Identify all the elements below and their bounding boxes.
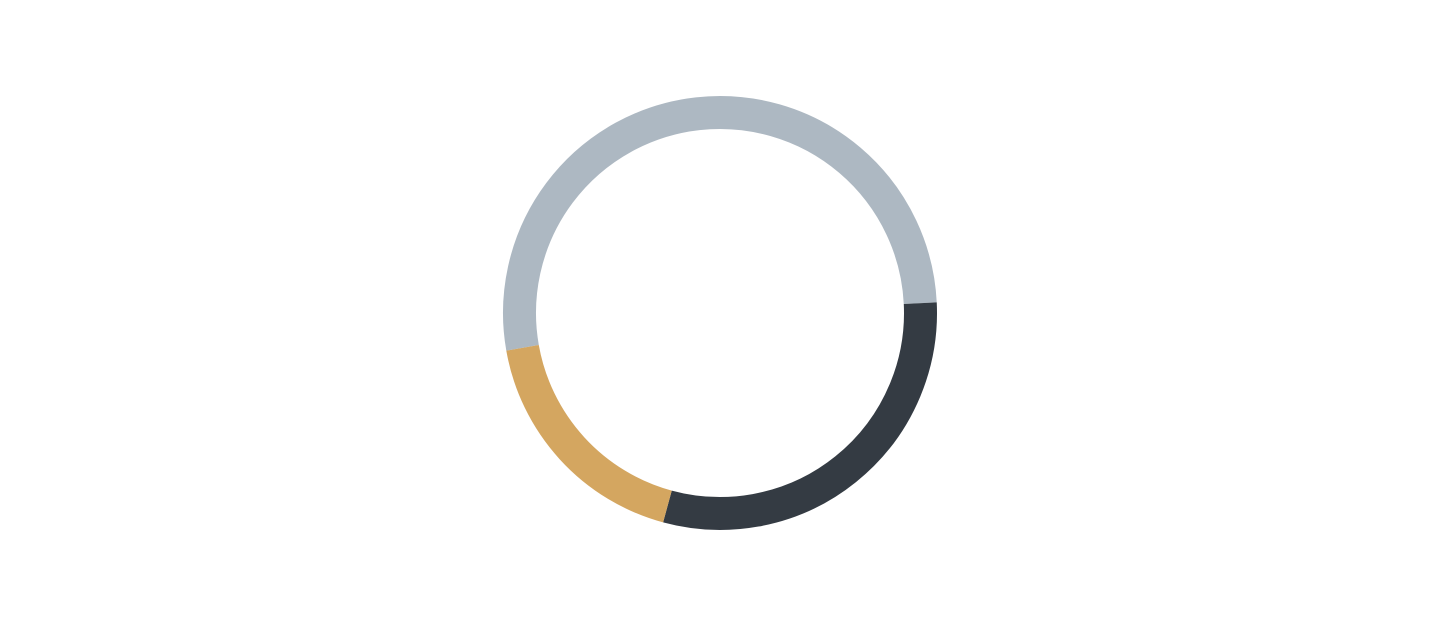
donut-slice-1 — [503, 96, 937, 351]
donut-slice-3 — [506, 344, 672, 523]
donut-slice-2 — [663, 302, 937, 530]
